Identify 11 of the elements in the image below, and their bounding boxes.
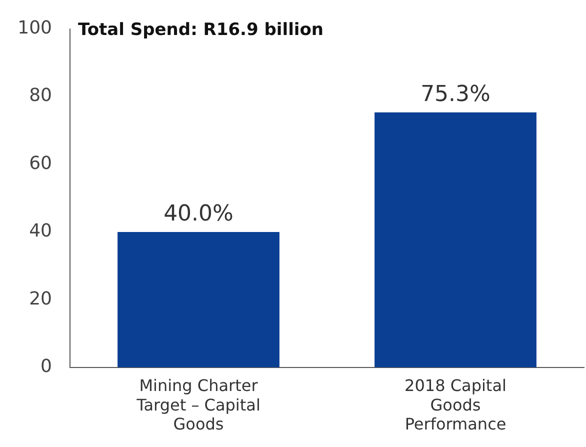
data-label: 40.0%: [164, 202, 234, 227]
y-tick-label: 100: [18, 17, 52, 38]
data-label: 75.3%: [420, 82, 490, 108]
y-tick-label: 80: [29, 85, 52, 106]
y-tick-label: 60: [29, 152, 52, 174]
x-tick-label: 2018 Capital Goods Performance: [404, 376, 506, 434]
x-tick-label: Mining Charter Target – Capital Goods: [136, 376, 260, 434]
chart-title: Total Spend: R16.9 billion: [78, 20, 324, 40]
y-tick-label: 20: [29, 288, 52, 310]
y-tick-label: 0: [40, 356, 52, 378]
y-tick-label: 40: [29, 220, 52, 242]
